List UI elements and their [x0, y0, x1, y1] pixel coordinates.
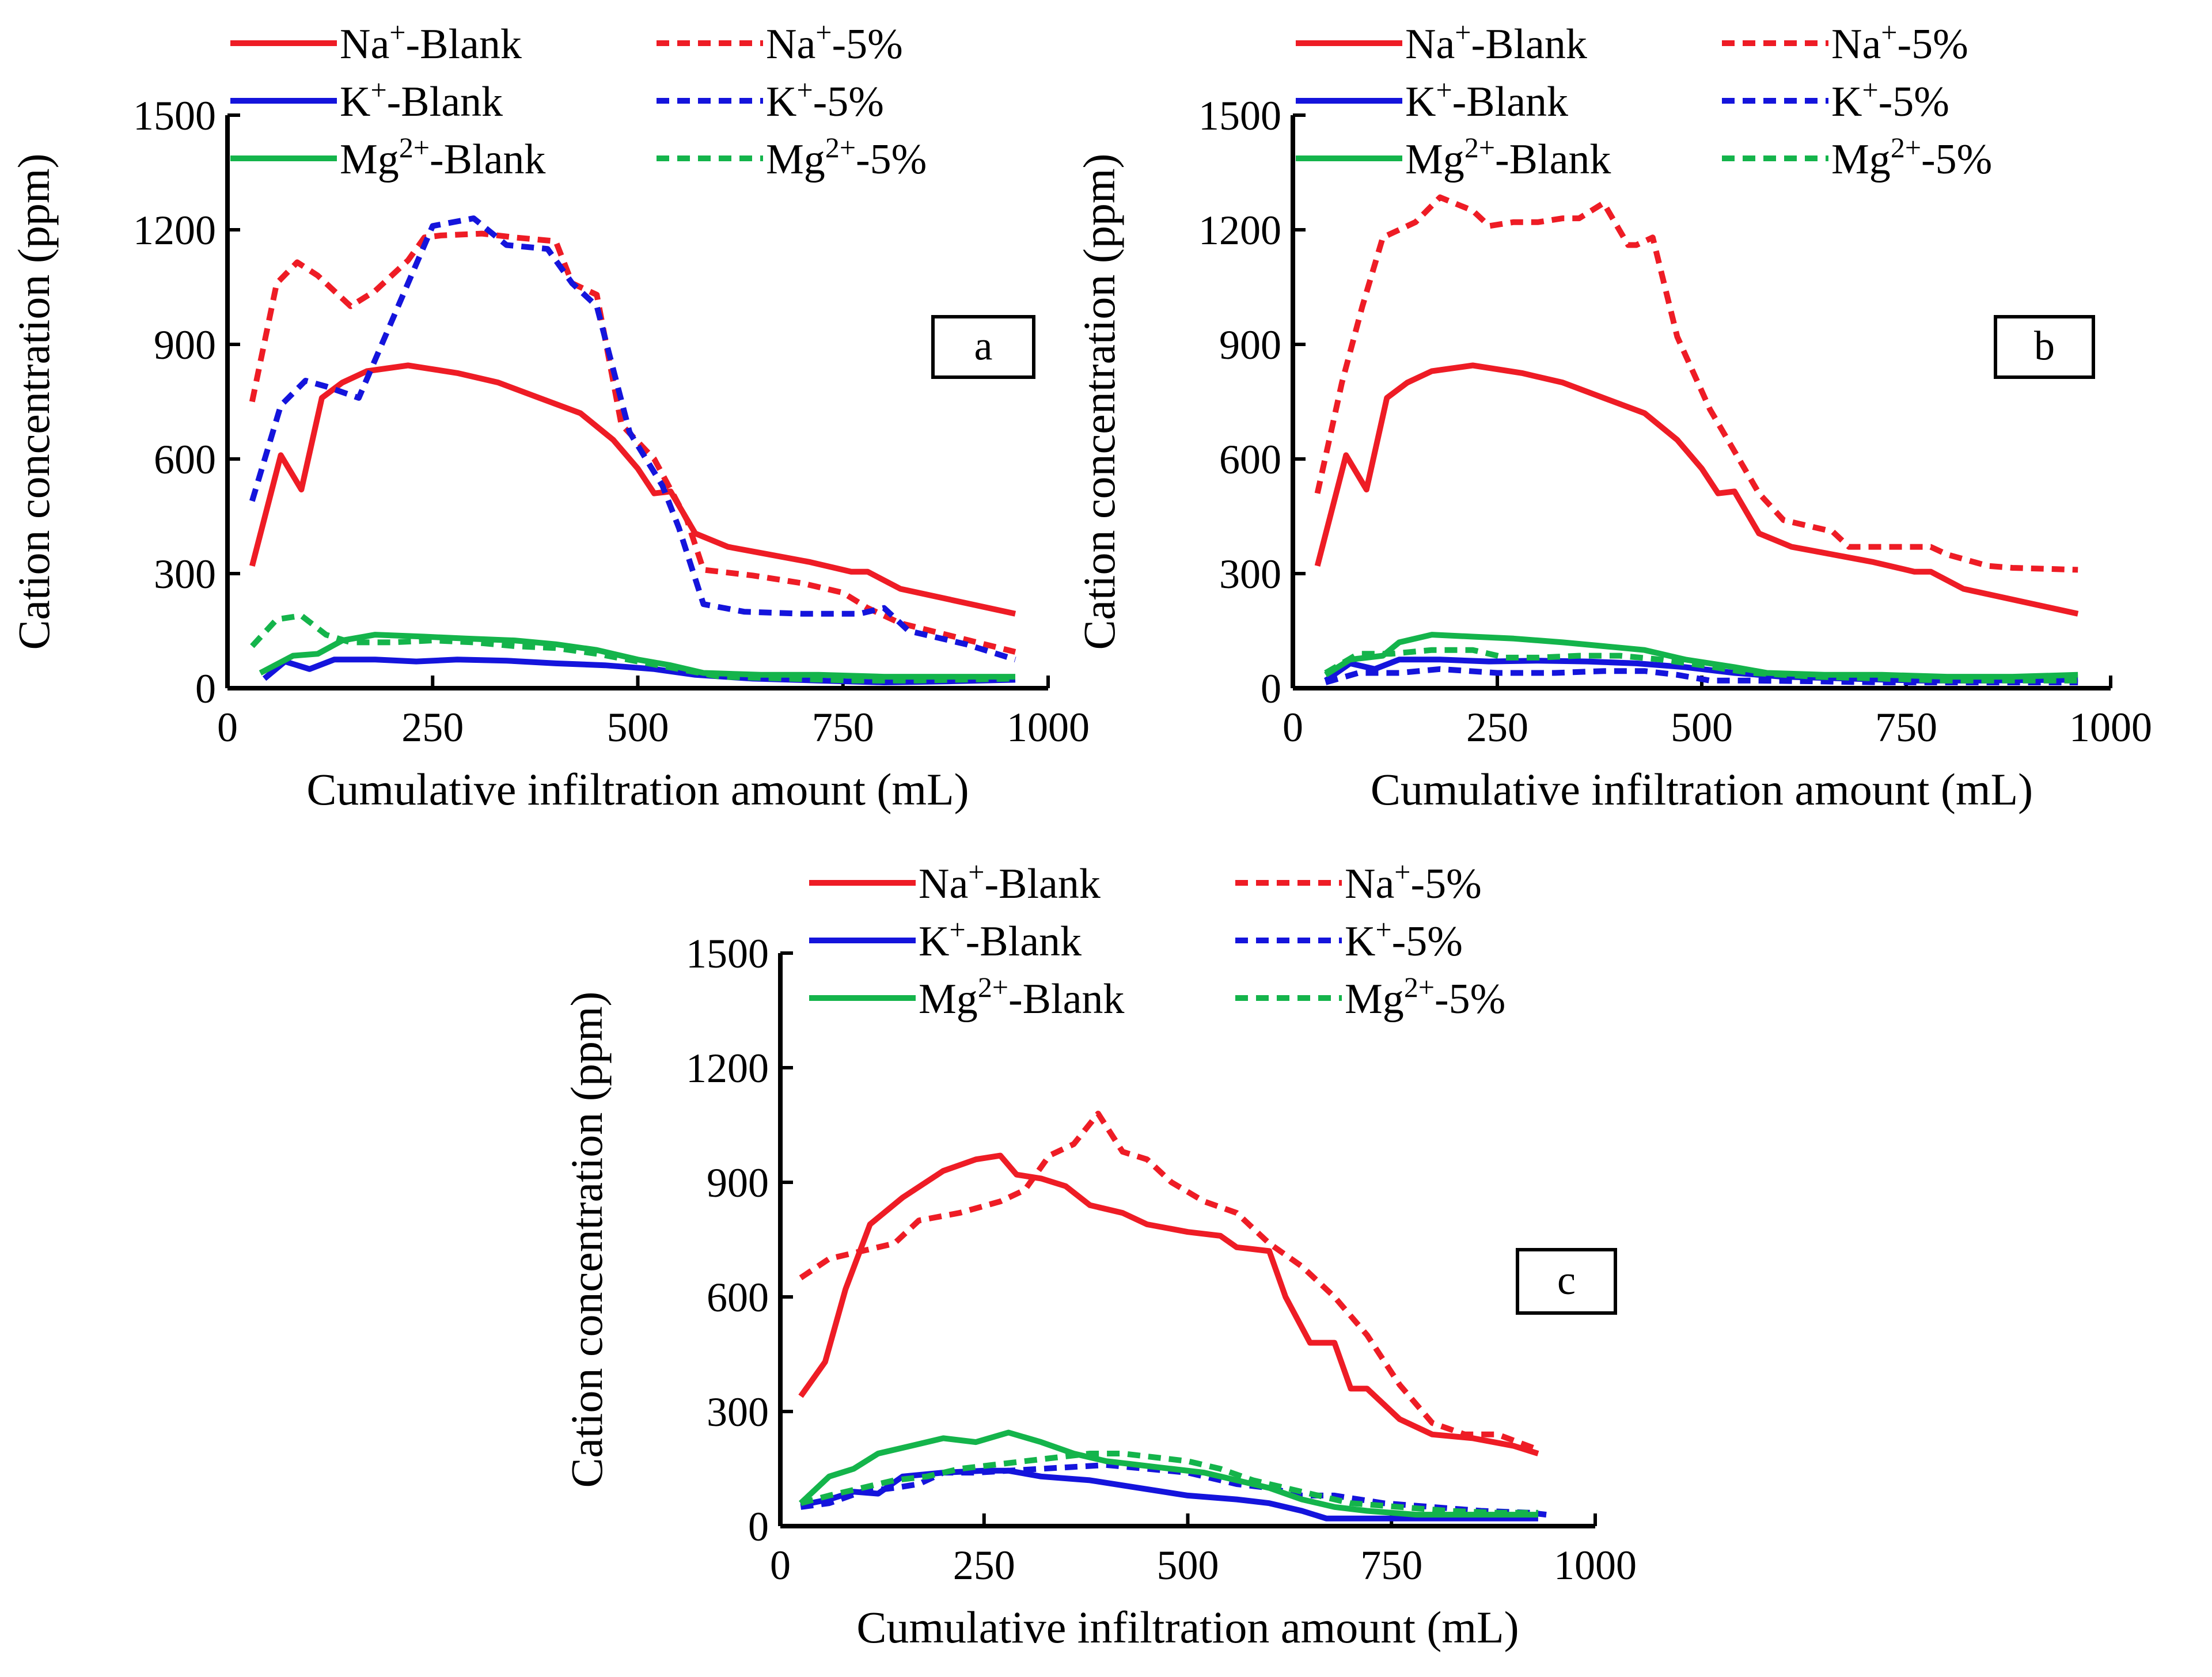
- y-tick-label: 600: [707, 1274, 769, 1321]
- y-tick-label: 0: [748, 1504, 769, 1550]
- series-line-mg-5pct: [1324, 647, 2078, 684]
- x-tick-label: 750: [812, 704, 874, 750]
- legend: Na+-Blank Na+-5% K+-Blank K+-5% Mg2+-Blank Mg…: [230, 16, 927, 183]
- x-axis-title: Cumulative infiltration amount (mL): [306, 764, 969, 814]
- x-tick-label: 0: [217, 704, 238, 750]
- legend-entry-text: Na+-5%: [1345, 856, 1482, 908]
- y-tick-label: 0: [1261, 666, 1281, 712]
- chart-panel-a: 0 250 500 750 1000 0 300 600 900 1200 1500 Cumulati…: [9, 16, 1090, 814]
- series-line-mg-blank: [259, 632, 1015, 680]
- chart-panel-b: 0 250 500 750 1000 0 300 600 900 1200 1500 Cumulati…: [1074, 16, 2152, 814]
- y-tick-label: 1200: [686, 1045, 769, 1091]
- panel-label: c: [1557, 1257, 1576, 1303]
- panel-label: b: [2034, 323, 2055, 369]
- y-axis-title: Cation concentration (ppm): [1074, 153, 1124, 650]
- legend-entry-text: Mg2+-Blank: [1405, 131, 1611, 183]
- series-line-mg-blank: [1324, 632, 2078, 680]
- panel-label: a: [974, 323, 993, 369]
- panel-label-box: [931, 315, 1035, 379]
- y-tick-label: 0: [195, 666, 216, 712]
- y-tick-label: 1500: [686, 931, 769, 977]
- x-tick-label: 1000: [1554, 1542, 1637, 1588]
- x-axis-title: Cumulative infiltration amount (mL): [856, 1602, 1519, 1652]
- legend: Na+-Blank Na+-5% K+-Blank K+-5% Mg2+-Blank Mg…: [1296, 16, 1992, 183]
- legend-entry-text: K+-5%: [766, 74, 884, 126]
- x-tick-label: 250: [953, 1542, 1015, 1588]
- legend-entry-text: Mg2+-5%: [1345, 971, 1505, 1023]
- x-tick-label: 250: [401, 704, 464, 750]
- legend-entry-text: K+-5%: [1345, 913, 1463, 965]
- legend-entry-text: Na+-Blank: [340, 16, 522, 68]
- x-tick-label: 750: [1875, 704, 1937, 750]
- y-axis-title: Cation concentration (ppm): [561, 991, 612, 1488]
- legend-entry-text: Mg2+-5%: [766, 131, 927, 183]
- series-line-k-5pct: [249, 215, 1016, 663]
- series-line-k-5pct: [1325, 666, 2078, 685]
- x-tick-label: 1000: [2069, 704, 2152, 750]
- y-tick-label: 300: [1219, 551, 1281, 597]
- legend-entry-text: Mg2+-5%: [1831, 131, 1992, 183]
- y-tick-label: 1500: [133, 93, 216, 139]
- series-line-na-5pct: [799, 1110, 1539, 1452]
- series-line-mg-5pct: [250, 613, 1016, 684]
- legend-entry-text: Mg2+-Blank: [919, 971, 1124, 1023]
- series-line-na-5pct: [249, 230, 1016, 655]
- y-tick-label: 900: [154, 322, 216, 368]
- x-tick-label: 0: [1283, 704, 1303, 750]
- y-tick-label: 1200: [133, 207, 216, 253]
- x-tick-label: 500: [607, 704, 669, 750]
- series-line-na-5pct: [1314, 194, 2078, 573]
- y-tick-label: 1200: [1198, 207, 1281, 253]
- series-line-na-blank: [1314, 362, 2079, 617]
- x-tick-label: 500: [1671, 704, 1733, 750]
- x-tick-label: 0: [770, 1542, 791, 1588]
- series-line-na-blank: [249, 362, 1016, 617]
- y-tick-label: 300: [154, 551, 216, 597]
- legend-entry-text: K+-Blank: [1405, 74, 1568, 126]
- y-tick-label: 300: [707, 1389, 769, 1435]
- legend-entry-text: K+-Blank: [340, 74, 503, 126]
- panel-label-box: [1516, 1248, 1617, 1315]
- x-tick-label: 1000: [1007, 704, 1090, 750]
- series-line-mg-5pct: [800, 1451, 1538, 1516]
- x-tick-label: 750: [1360, 1542, 1422, 1588]
- y-axis-title: Cation concentration (ppm): [9, 153, 59, 650]
- series-line-na-blank: [798, 1152, 1539, 1456]
- y-tick-label: 1500: [1198, 93, 1281, 139]
- y-tick-label: 900: [707, 1160, 769, 1206]
- legend: Na+-Blank Na+-5% K+-Blank K+-5% Mg2+-Blank Mg…: [809, 856, 1505, 1023]
- legend-entry-text: K+-Blank: [919, 913, 1082, 965]
- legend-entry-text: Na+-Blank: [919, 856, 1101, 908]
- legend-entry-text: Na+-Blank: [1405, 16, 1587, 68]
- x-tick-label: 250: [1466, 704, 1528, 750]
- chart-panel-c: 0 250 500 750 1000 0 300 600 900 1200 1500 Cumulati…: [561, 856, 1637, 1652]
- legend-entry-text: Na+-5%: [766, 16, 903, 68]
- legend-entry-text: Mg2+-Blank: [340, 131, 545, 183]
- x-axis-title: Cumulative infiltration amount (mL): [1371, 764, 2033, 814]
- legend-entry-text: K+-5%: [1831, 74, 1949, 126]
- panel-label-box: [1994, 315, 2095, 379]
- y-tick-label: 900: [1219, 322, 1281, 368]
- series-line-k-5pct: [800, 1462, 1547, 1518]
- y-tick-label: 600: [1219, 437, 1281, 483]
- y-tick-label: 600: [154, 437, 216, 483]
- x-tick-label: 500: [1157, 1542, 1219, 1588]
- series-line-mg-blank: [798, 1429, 1538, 1518]
- legend-entry-text: Na+-5%: [1831, 16, 1968, 68]
